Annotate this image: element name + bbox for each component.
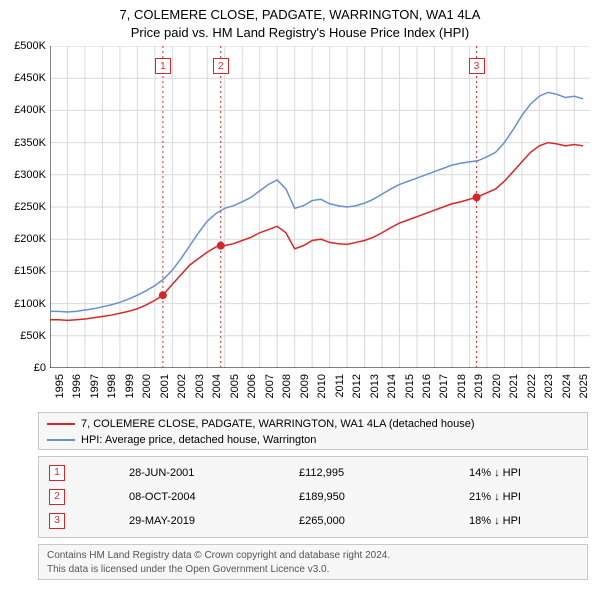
event-marker-2: 2 — [213, 58, 229, 74]
x-tick-label: 2001 — [159, 374, 171, 414]
x-tick-label: 2024 — [561, 374, 573, 414]
y-tick-label: £100K — [2, 298, 46, 310]
x-tick-label: 2004 — [211, 374, 223, 414]
table-row: 1 28-JUN-2001£112,99514% ↓ HPI — [39, 461, 587, 485]
legend-row-subject: 7, COLEMERE CLOSE, PADGATE, WARRINGTON, … — [39, 416, 587, 432]
event-marker-icon: 3 — [49, 513, 65, 529]
x-tick-label: 2010 — [316, 374, 328, 414]
x-tick-label: 2007 — [264, 374, 276, 414]
event-price: £265,000 — [289, 509, 459, 533]
x-tick-label: 2009 — [299, 374, 311, 414]
event-delta: 18% ↓ HPI — [459, 509, 587, 533]
legend-row-hpi: HPI: Average price, detached house, Warr… — [39, 432, 587, 448]
y-tick-label: £50K — [2, 330, 46, 342]
legend-swatch — [47, 439, 75, 441]
chart-title: 7, COLEMERE CLOSE, PADGATE, WARRINGTON, … — [0, 0, 600, 41]
x-tick-label: 1995 — [54, 374, 66, 414]
x-tick-label: 2002 — [176, 374, 188, 414]
title-line-2: Price paid vs. HM Land Registry's House … — [0, 24, 600, 42]
x-tick-label: 2011 — [334, 374, 346, 414]
y-tick-label: £350K — [2, 137, 46, 149]
y-tick-label: £200K — [2, 233, 46, 245]
x-tick-label: 1999 — [124, 374, 136, 414]
x-tick-label: 2006 — [246, 374, 258, 414]
series-subject — [50, 143, 583, 321]
event-price: £112,995 — [289, 461, 459, 485]
y-tick-label: £250K — [2, 201, 46, 213]
y-tick-label: £0 — [2, 362, 46, 374]
series-hpi — [50, 92, 583, 312]
x-tick-label: 2012 — [351, 374, 363, 414]
event-marker-icon: 2 — [49, 489, 65, 505]
footer-note: Contains HM Land Registry data © Crown c… — [38, 544, 588, 580]
y-tick-label: £300K — [2, 169, 46, 181]
y-tick-label: £500K — [2, 40, 46, 52]
y-tick-label: £150K — [2, 265, 46, 277]
x-tick-label: 2016 — [421, 374, 433, 414]
x-tick-label: 2015 — [404, 374, 416, 414]
event-delta: 21% ↓ HPI — [459, 485, 587, 509]
x-tick-label: 1998 — [106, 374, 118, 414]
event-date: 08-OCT-2004 — [119, 485, 289, 509]
footer-line-1: Contains HM Land Registry data © Crown c… — [47, 549, 579, 563]
chart-container: 7, COLEMERE CLOSE, PADGATE, WARRINGTON, … — [0, 0, 600, 590]
legend-label: HPI: Average price, detached house, Warr… — [81, 434, 316, 446]
x-tick-label: 2005 — [229, 374, 241, 414]
legend-swatch — [47, 423, 75, 425]
x-tick-label: 1997 — [89, 374, 101, 414]
x-tick-label: 2013 — [369, 374, 381, 414]
x-tick-label: 2017 — [438, 374, 450, 414]
plot-area — [50, 46, 590, 368]
events-data-table: 1 28-JUN-2001£112,99514% ↓ HPI 2 08-OCT-200… — [39, 461, 587, 533]
event-marker-1: 1 — [155, 58, 171, 74]
y-tick-label: £400K — [2, 104, 46, 116]
x-tick-label: 2021 — [508, 374, 520, 414]
legend: 7, COLEMERE CLOSE, PADGATE, WARRINGTON, … — [38, 412, 588, 450]
events-table: 1 28-JUN-2001£112,99514% ↓ HPI 2 08-OCT-200… — [38, 456, 588, 538]
plot-svg — [50, 46, 590, 368]
x-tick-label: 2025 — [578, 374, 590, 414]
footer-line-2: This data is licensed under the Open Gov… — [47, 563, 579, 577]
y-tick-label: £450K — [2, 72, 46, 84]
table-row: 3 29-MAY-2019£265,00018% ↓ HPI — [39, 509, 587, 533]
table-row: 2 08-OCT-2004£189,95021% ↓ HPI — [39, 485, 587, 509]
x-tick-label: 1996 — [71, 374, 83, 414]
event-delta: 14% ↓ HPI — [459, 461, 587, 485]
event-price: £189,950 — [289, 485, 459, 509]
event-marker-3: 3 — [469, 58, 485, 74]
x-tick-label: 2020 — [491, 374, 503, 414]
x-tick-label: 2018 — [456, 374, 468, 414]
x-tick-label: 2000 — [141, 374, 153, 414]
event-date: 29-MAY-2019 — [119, 509, 289, 533]
x-tick-label: 2003 — [194, 374, 206, 414]
x-tick-label: 2014 — [386, 374, 398, 414]
title-line-1: 7, COLEMERE CLOSE, PADGATE, WARRINGTON, … — [0, 6, 600, 24]
event-marker-icon: 1 — [49, 465, 65, 481]
legend-label: 7, COLEMERE CLOSE, PADGATE, WARRINGTON, … — [81, 418, 474, 430]
x-tick-label: 2019 — [473, 374, 485, 414]
x-tick-label: 2008 — [281, 374, 293, 414]
x-tick-label: 2022 — [526, 374, 538, 414]
event-date: 28-JUN-2001 — [119, 461, 289, 485]
x-tick-label: 2023 — [543, 374, 555, 414]
